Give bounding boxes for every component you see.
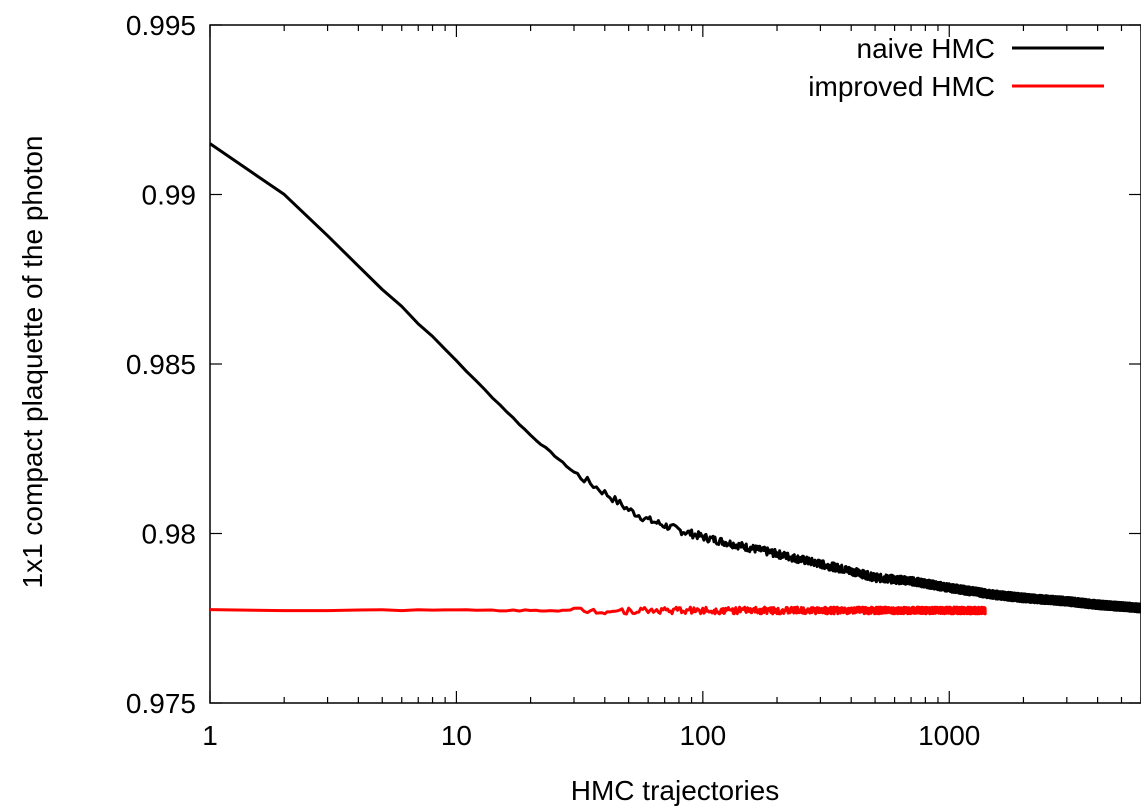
y-tick-label: 0.99 — [142, 180, 197, 211]
y-tick-label: 0.985 — [126, 349, 196, 380]
series-line-0 — [209, 142, 1141, 614]
y-tick-label: 0.975 — [126, 688, 196, 719]
y-tick-label: 0.98 — [142, 519, 197, 550]
series-line-1 — [209, 605, 987, 616]
legend: naive HMC improved HMC — [808, 33, 1104, 102]
x-tick-label: 1000 — [918, 720, 980, 751]
legend-label: improved HMC — [808, 71, 995, 102]
x-axis-title: HMC trajectories — [571, 775, 779, 806]
y-axis-title: 1x1 compact plaquette of the photon — [17, 136, 48, 589]
x-tick-label: 10 — [441, 720, 472, 751]
plot-frame — [209, 24, 1141, 704]
series-layer — [209, 142, 1141, 616]
legend-label: naive HMC — [857, 33, 995, 64]
y-tick-label: 0.995 — [126, 10, 196, 41]
x-tick-label: 1 — [202, 720, 218, 751]
x-tick-label: 100 — [679, 720, 726, 751]
axes: 0.975 0.98 0.985 0.99 0.995 1 10 100 1000 — [126, 10, 1141, 751]
